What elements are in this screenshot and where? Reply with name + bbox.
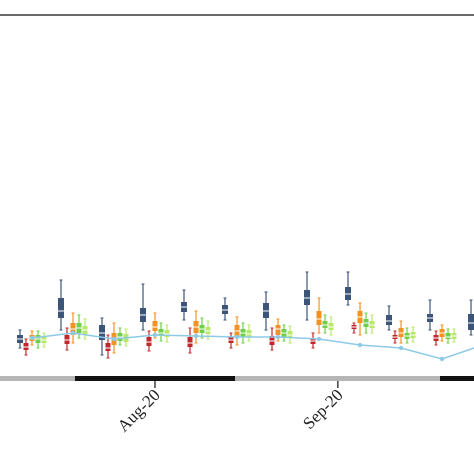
trend-point: [439, 356, 445, 362]
trend-point: [234, 334, 240, 340]
band-segment: [0, 376, 75, 381]
band-segment: [235, 376, 440, 381]
trend-point: [357, 342, 363, 348]
box: [152, 321, 158, 331]
box: [105, 343, 111, 351]
trend-point: [70, 330, 76, 336]
trend-point: [275, 334, 281, 340]
x-tick-label: Sep-20: [299, 385, 346, 432]
month-band: [0, 376, 474, 381]
trend-point: [193, 333, 199, 339]
box: [316, 311, 322, 325]
trend-point: [29, 335, 35, 341]
trend-point: [111, 336, 117, 342]
box: [187, 337, 193, 347]
band-segment: [440, 376, 474, 381]
trend-point: [152, 332, 158, 338]
box: [386, 315, 393, 325]
trend-line: [31, 332, 474, 360]
box: [445, 333, 451, 339]
band-segment: [75, 376, 235, 381]
x-tick-label: Aug-20: [114, 385, 164, 435]
box: [57, 298, 64, 318]
box: [275, 325, 281, 335]
box: [468, 314, 474, 330]
trend-point: [398, 345, 404, 351]
trend-point: [316, 336, 322, 342]
